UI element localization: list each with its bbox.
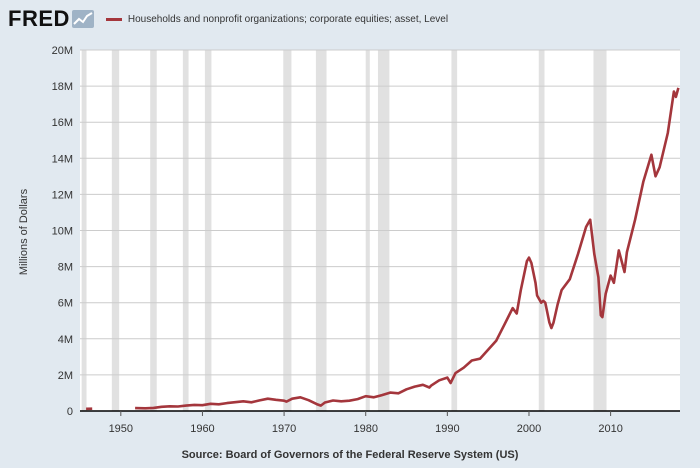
line-chart-icon — [71, 10, 94, 28]
fred-logo[interactable]: FRED — [8, 6, 70, 31]
x-tick-label: 1950 — [109, 423, 133, 435]
y-tick-label: 6M — [58, 298, 73, 310]
y-tick-label: 8M — [58, 262, 73, 274]
legend-label: Households and nonprofit organizations; … — [127, 13, 449, 25]
x-tick-label: 1980 — [353, 423, 377, 435]
source-note: Source: Board of Governors of the Federa… — [181, 449, 519, 461]
y-axis-label: Millions of Dollars — [18, 188, 30, 276]
y-tick-label: 2M — [58, 370, 73, 382]
x-tick-label: 2010 — [598, 423, 622, 435]
x-tick-label: 1970 — [272, 423, 296, 435]
y-tick-label: 20M — [52, 45, 73, 57]
y-tick-label: 10M — [52, 226, 73, 238]
x-tick-label: 1960 — [190, 423, 214, 435]
y-tick-label: 18M — [52, 81, 73, 93]
x-tick-label: 1990 — [435, 423, 459, 435]
legend-swatch — [105, 17, 122, 21]
y-tick-label: 4M — [58, 334, 73, 346]
series-line — [135, 87, 680, 410]
x-tick-label: 2000 — [517, 423, 541, 435]
y-tick-label: 14M — [52, 153, 73, 165]
y-tick-label: 0 — [67, 406, 73, 418]
y-tick-label: 16M — [52, 117, 73, 129]
chart-header: FRED Households and nonprofit organizati… — [8, 6, 448, 32]
y-tick-label: 12M — [52, 189, 73, 201]
